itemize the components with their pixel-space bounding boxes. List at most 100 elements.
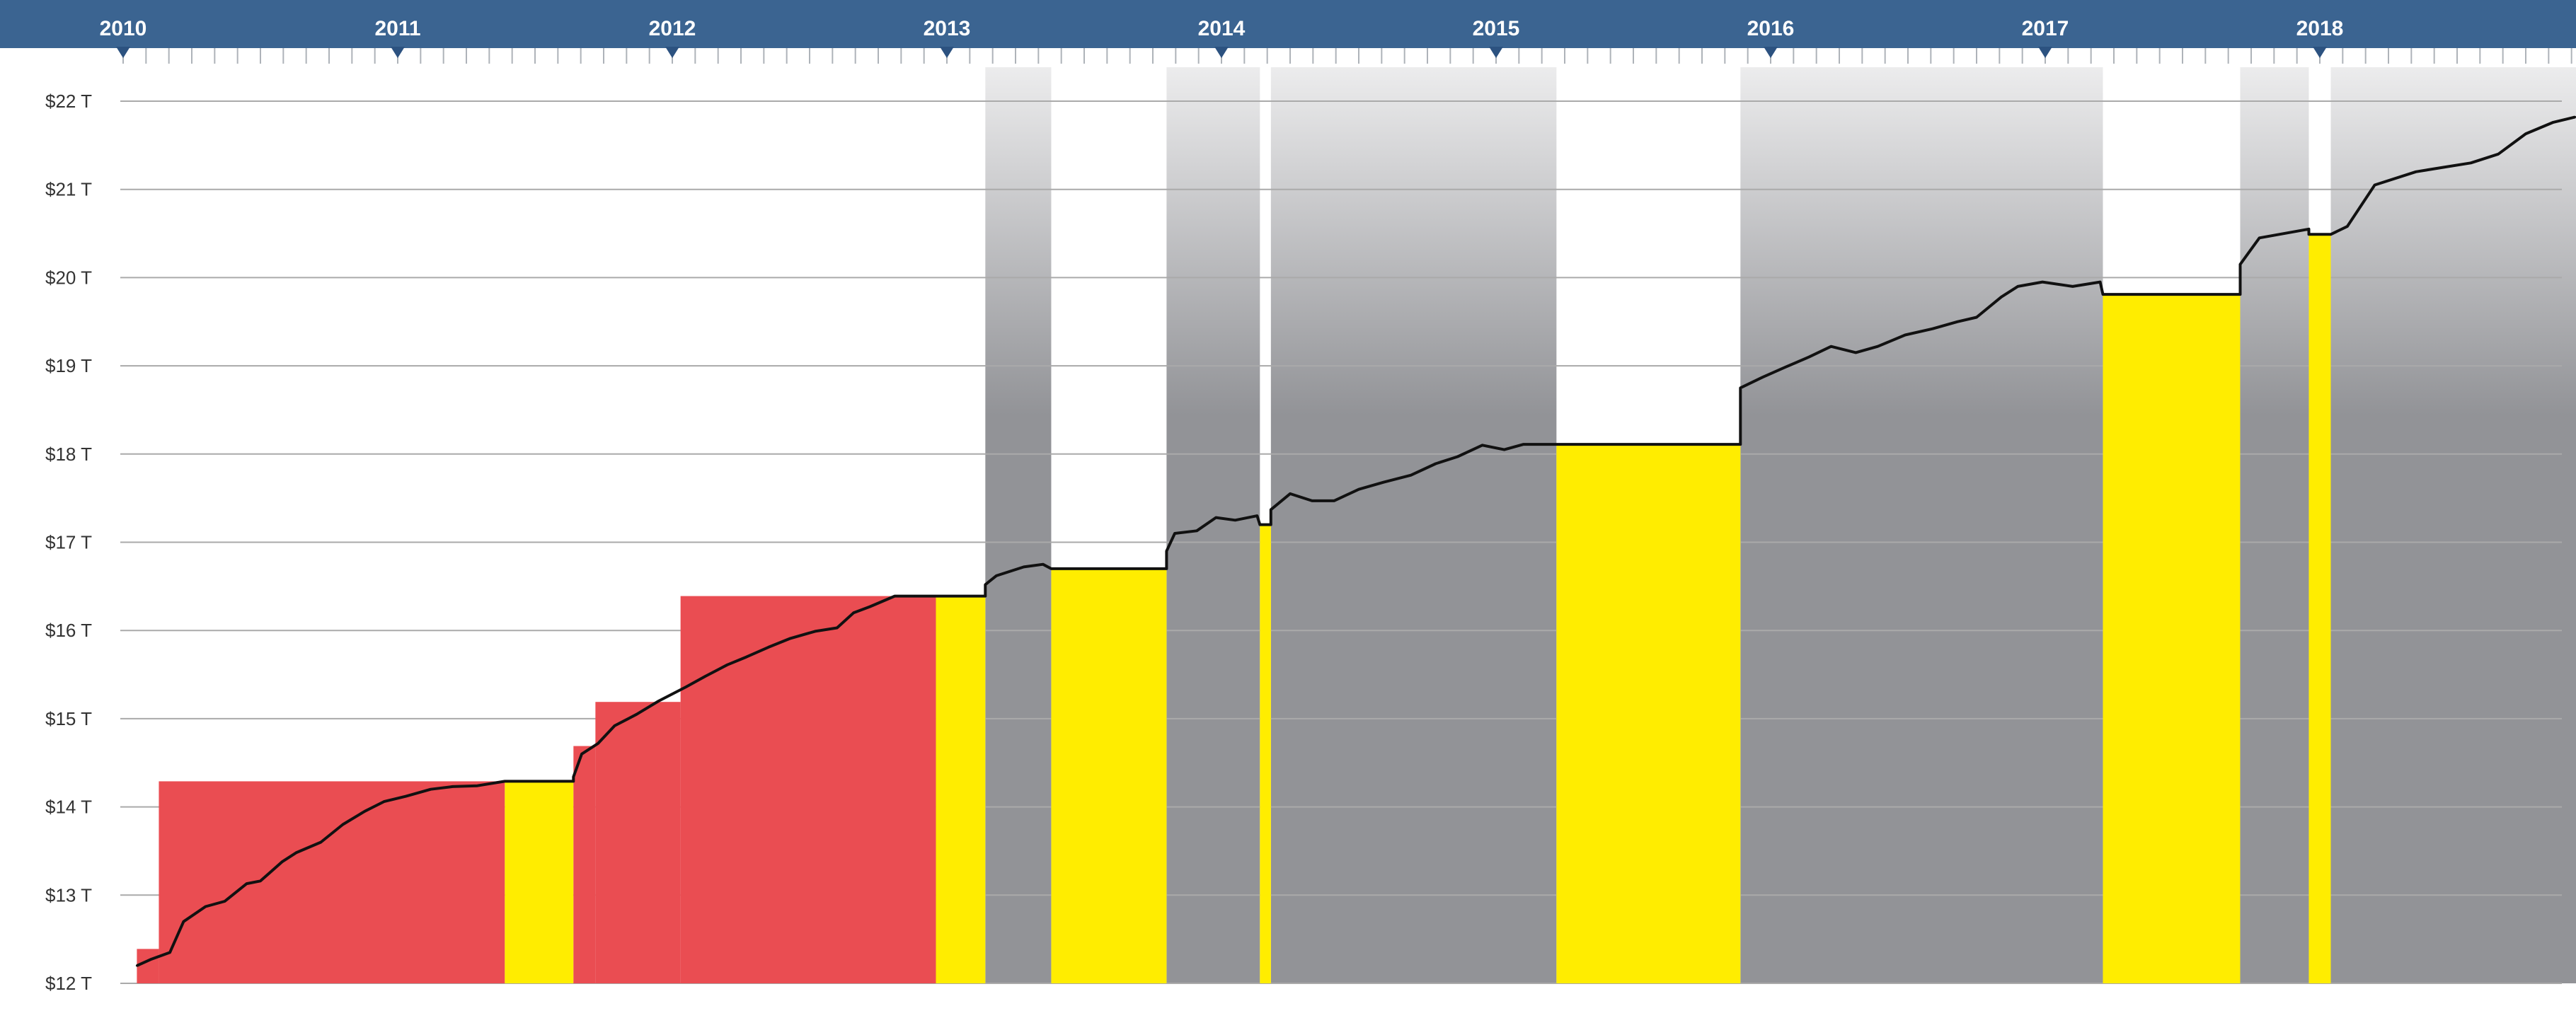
y-tick-label: $22 T [45,91,92,112]
debt-point [726,664,729,666]
debt-point [1522,443,1525,446]
debt-point [704,675,707,678]
debt-point [657,700,660,702]
debt-point [1854,351,1857,354]
debt-point [1165,567,1168,570]
year-label-2016: 2016 [1747,17,1795,40]
header-bar [0,0,2576,48]
debt-point [1761,376,1764,378]
debt-point [1289,492,1292,495]
y-tick-label: $15 T [45,708,92,729]
year-marker-2013 [940,47,954,58]
debt-point [1739,386,1742,389]
debt-point [1214,516,1217,519]
debt-point [984,595,987,598]
debt-point [789,637,792,640]
ceiling-step-1 [159,781,505,983]
debt-point [1234,519,1236,521]
debt-point [2000,296,2003,299]
plot-background-layer [985,67,2576,983]
debt-point [281,860,284,863]
year-marker-2016 [1764,47,1778,58]
ceiling-step-3 [573,746,596,983]
debt-point [745,656,748,659]
year-label-2018: 2018 [2296,17,2344,40]
debt-point [1807,356,1810,359]
debt-point [2497,153,2500,156]
debt-point [995,574,998,577]
debt-point [1270,508,1272,511]
debt-point [684,686,687,688]
debt-point [2574,115,2576,118]
debt-point [1975,316,1978,319]
debt-point [1311,499,1313,502]
year-marker-2012 [665,47,679,58]
y-tick-label: $20 T [45,267,92,288]
year-label-2013: 2013 [924,17,971,40]
debt-point [2469,161,2472,164]
debt-point [2238,293,2241,296]
debt-point [182,920,185,923]
y-tick-label: $17 T [45,532,92,553]
debt-point [1829,345,1832,348]
debt-point [984,583,987,586]
debt-point [1195,529,1198,532]
year-label-2012: 2012 [649,17,696,40]
ceiling-step-0 [137,949,159,983]
debt-point [2238,263,2241,266]
y-tick-label: $16 T [45,620,92,641]
debt-point [1270,524,1272,526]
debt-point [1481,444,1484,446]
suspension-period-5 [2330,67,2576,983]
debt-point [2101,293,2104,296]
ceiling-step-6 [936,596,986,983]
suspension-period-4 [2240,67,2309,983]
debt-point [430,788,432,791]
debt-point [572,780,575,782]
debt-point [1434,463,1437,465]
debt-point [912,595,915,598]
debt-point [405,795,408,798]
ceiling-step-4 [595,702,681,983]
y-tick-label: $13 T [45,884,92,906]
debt-point [767,646,770,649]
debt-point [135,964,138,967]
y-tick-label: $21 T [45,179,92,200]
timeline-header: 2010 2011 2012 2013 2014 2015 2016 2017 2018 [0,0,2576,64]
year-label-2014: 2014 [1198,17,1246,40]
debt-point [572,775,575,778]
debt-point [2415,170,2417,173]
debt-point [503,780,506,782]
ceiling-step-10 [2103,294,2241,983]
debt-point [1357,488,1360,491]
ceiling-step-9 [1556,444,1741,983]
debt-point [2374,183,2376,186]
debt-point [814,630,817,632]
debt-point [614,724,616,727]
debt-point [168,951,171,954]
debt-point [1456,456,1459,458]
debt-point [1165,550,1168,553]
debt-point [1783,366,1786,369]
ceiling-areas [137,234,2331,983]
ceiling-step-2 [505,781,574,983]
year-marker-2010 [116,47,130,58]
debt-point [1956,320,1959,323]
y-tick-label: $12 T [45,973,92,994]
year-label-2017: 2017 [2022,17,2069,40]
debt-point [246,882,248,885]
debt-point [1555,443,1558,446]
debt-point [636,713,638,716]
debt-point [259,879,262,882]
debt-point [1382,481,1385,484]
debt-point [2071,285,2074,288]
ceiling-step-11 [2308,234,2331,983]
debt-point [836,626,839,629]
debt-point [1173,532,1176,535]
debt-point [1042,563,1045,566]
debt-point [597,742,599,745]
debt-point [929,595,932,598]
debt-point [2552,121,2555,124]
debt-series-line [136,115,2576,967]
debt-point [2307,233,2310,236]
